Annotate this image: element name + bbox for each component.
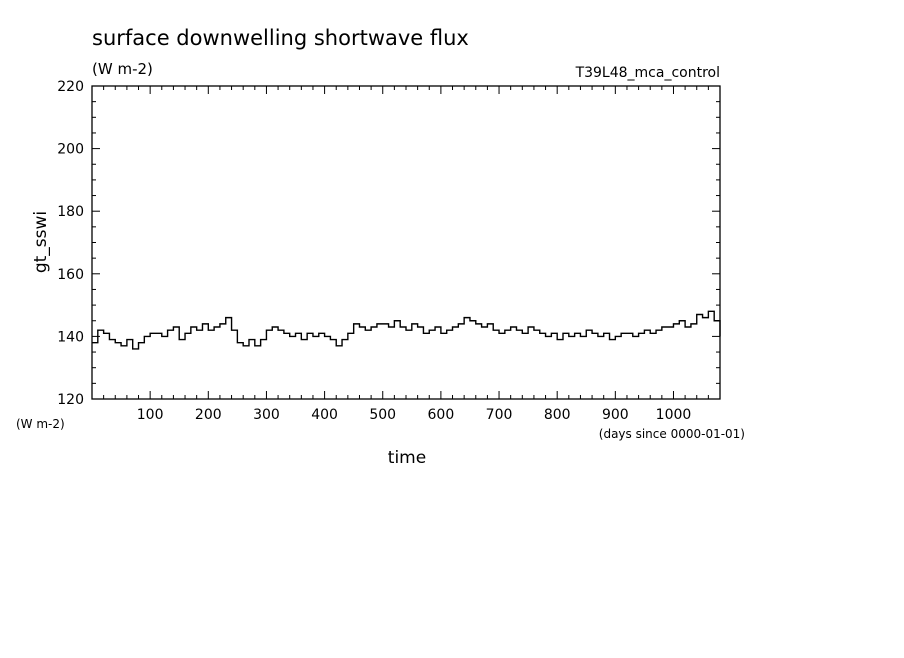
x-units-label: (days since 0000-01-01) bbox=[599, 427, 745, 441]
x-tick-label: 700 bbox=[486, 407, 513, 423]
chart-title: surface downwelling shortwave flux bbox=[92, 26, 469, 50]
x-axis-ticks: 100 200 300 400 500 600 700 800 900 1000 bbox=[91, 86, 721, 423]
series-line bbox=[92, 310, 721, 350]
x-tick-label: 1000 bbox=[656, 407, 692, 423]
y-units-label: (W m-2) bbox=[16, 417, 65, 431]
x-tick-label: 900 bbox=[602, 407, 629, 423]
x-tick-label: 500 bbox=[369, 407, 396, 423]
x-axis-title: time bbox=[388, 448, 426, 468]
chart-subtitle: (W m-2) bbox=[92, 60, 153, 78]
case-label: T39L48_mca_control bbox=[575, 65, 720, 81]
x-tick-label: 800 bbox=[544, 407, 571, 423]
y-tick-label: 200 bbox=[57, 142, 84, 158]
x-tick-label: 200 bbox=[195, 407, 222, 423]
plot-frame bbox=[91, 85, 721, 400]
x-tick-label: 600 bbox=[428, 407, 455, 423]
y-tick-label: 220 bbox=[57, 79, 84, 95]
x-tick-label: 300 bbox=[253, 407, 280, 423]
y-tick-label: 180 bbox=[57, 204, 84, 220]
y-axis-title: gt_sswi bbox=[31, 211, 51, 273]
y-tick-label: 120 bbox=[57, 392, 84, 408]
x-tick-label: 400 bbox=[311, 407, 338, 423]
y-tick-label: 160 bbox=[57, 267, 84, 283]
y-tick-label: 140 bbox=[57, 329, 84, 345]
x-tick-label: 100 bbox=[137, 407, 164, 423]
series-layer bbox=[92, 310, 721, 350]
y-axis-ticks: 120 140 160 180 200 220 bbox=[57, 79, 720, 408]
